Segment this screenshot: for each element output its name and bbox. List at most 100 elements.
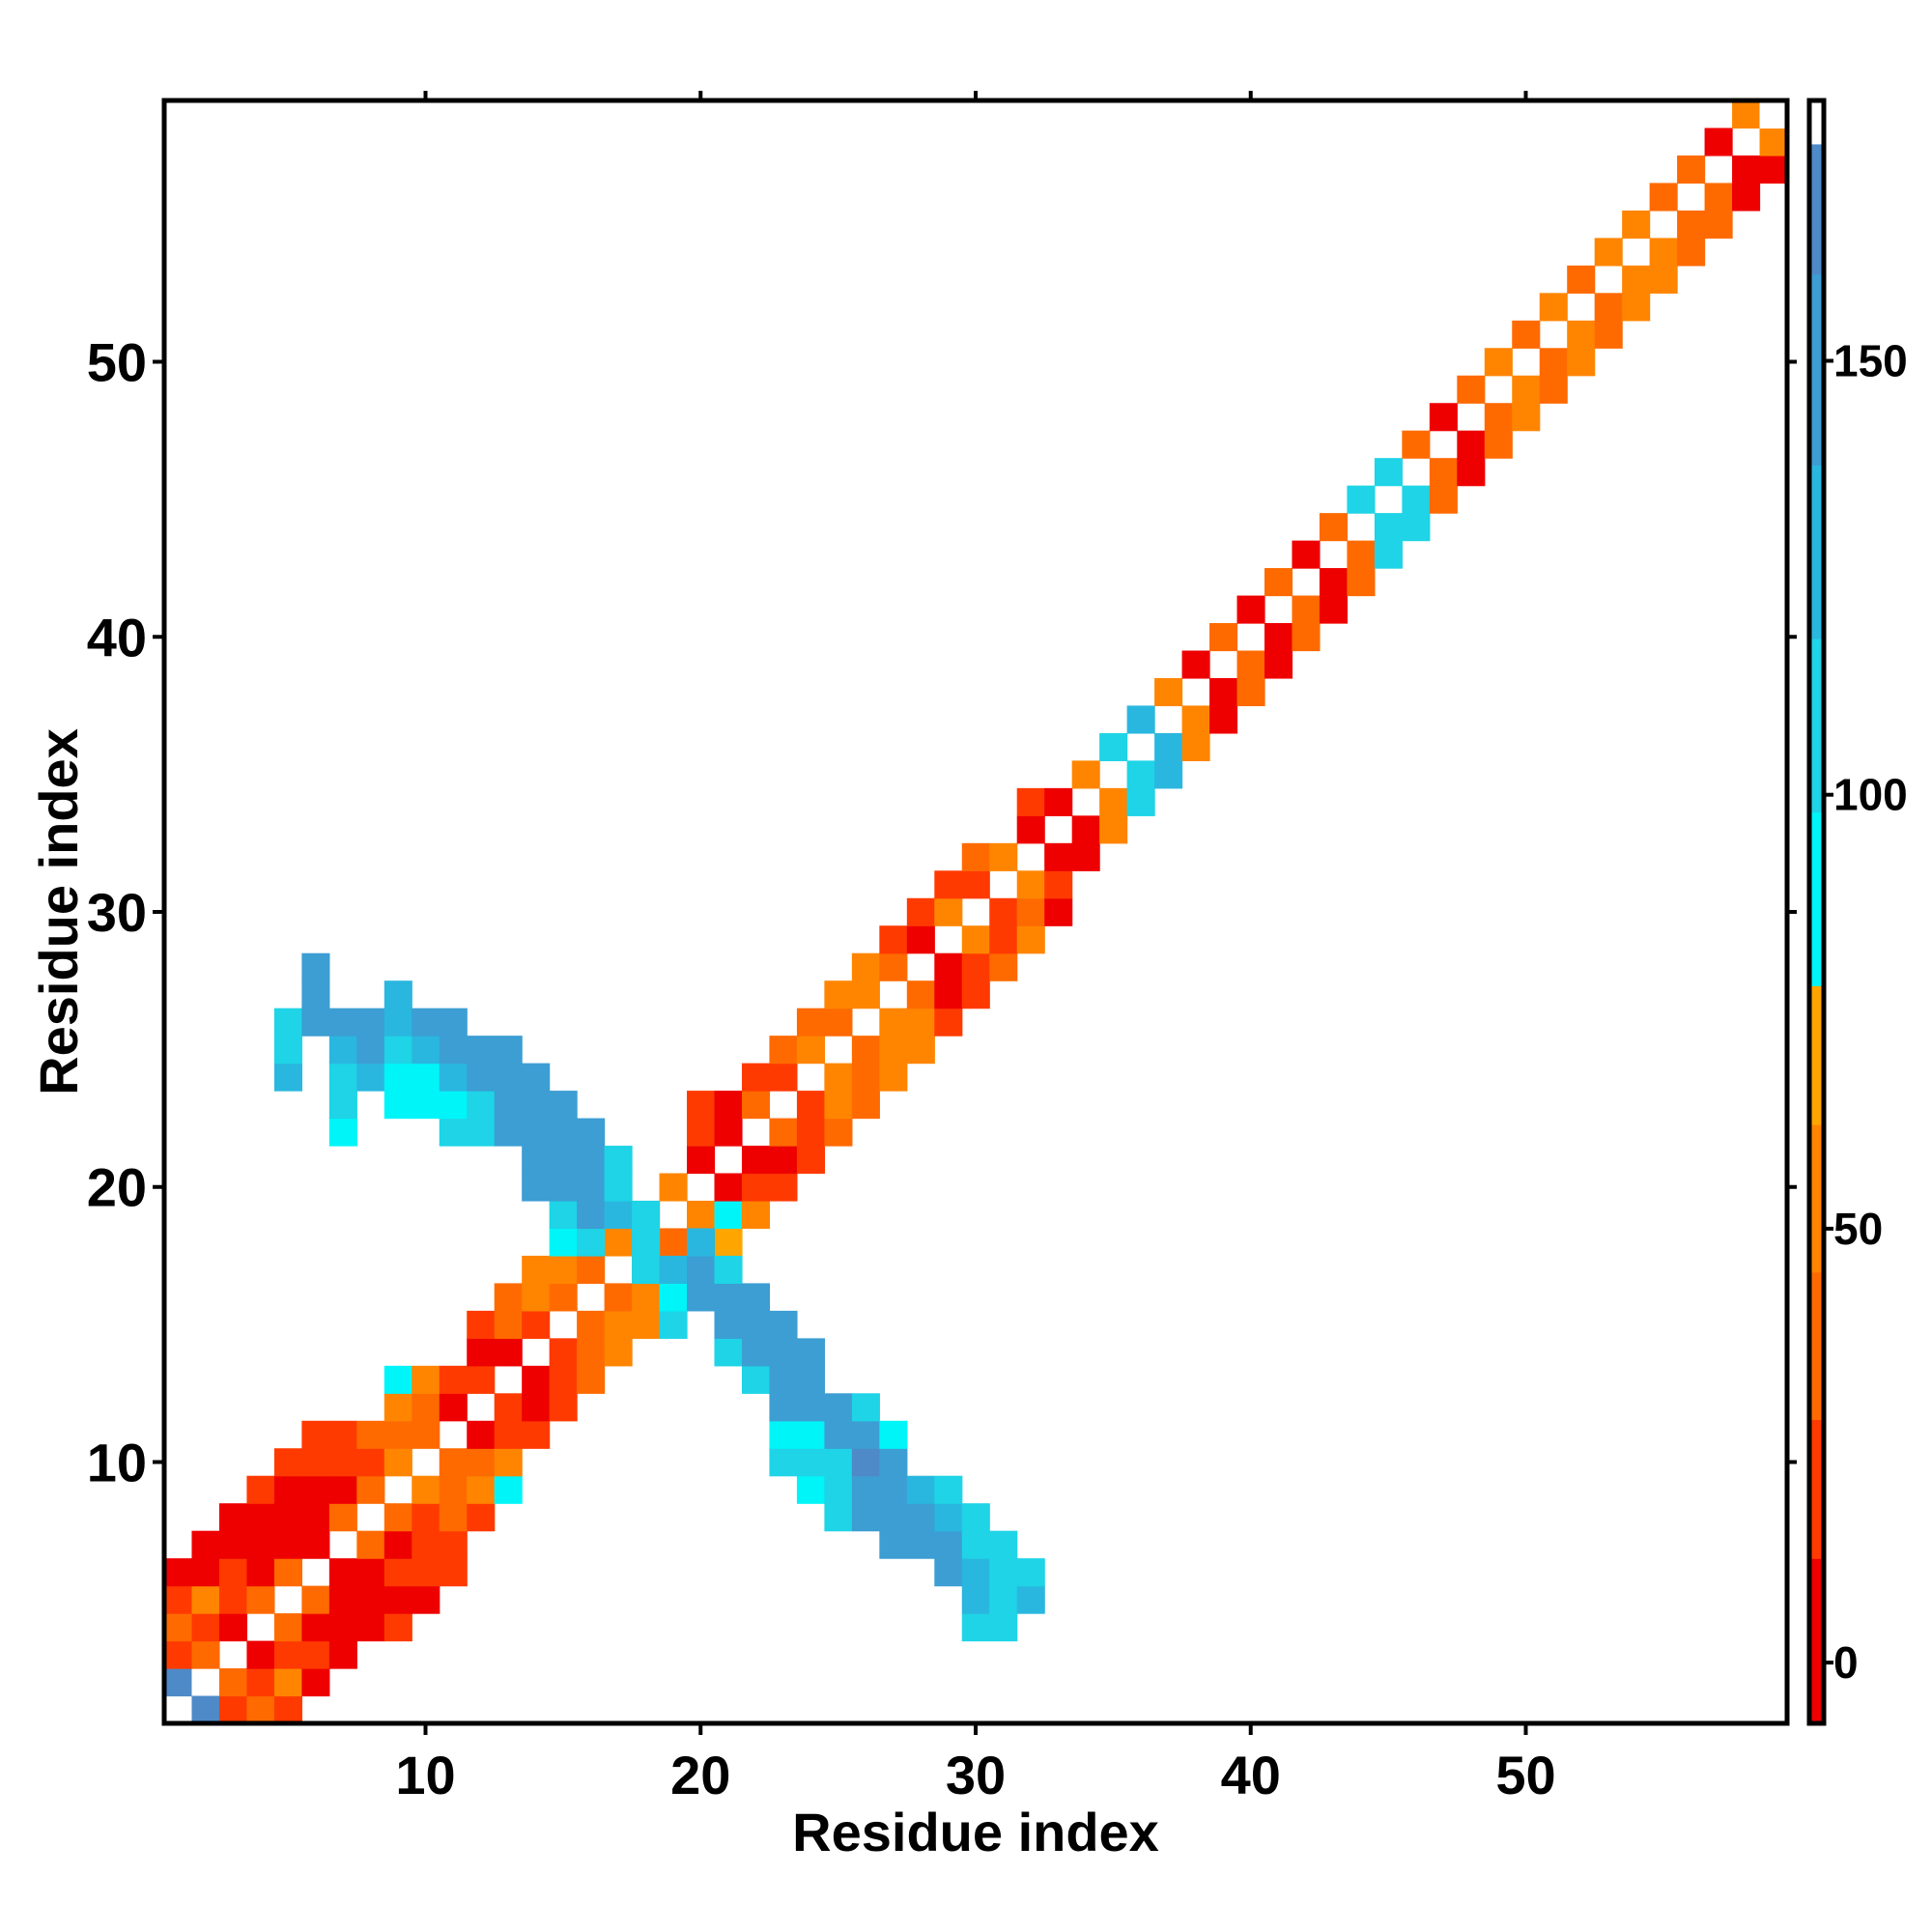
- heatmap-cell: [1154, 677, 1183, 707]
- heatmap-cell: [1594, 320, 1623, 349]
- heatmap-cell: [1374, 458, 1403, 487]
- heatmap-cell: [1759, 100, 1788, 129]
- heatmap-cell: [494, 1310, 523, 1339]
- heatmap-cell: [577, 1173, 606, 1202]
- heatmap-cell: [824, 1503, 853, 1532]
- heatmap-cell: [191, 1695, 220, 1724]
- heatmap-cell: [273, 1530, 302, 1559]
- heatmap-cell: [659, 1228, 688, 1257]
- heatmap-cell: [273, 1640, 302, 1669]
- heatmap-cell: [796, 1091, 825, 1120]
- x-tick-label: 10: [395, 1745, 455, 1805]
- heatmap-cell: [218, 1558, 248, 1587]
- heatmap-cell: [824, 1475, 853, 1504]
- heatmap-cell: [1181, 705, 1210, 734]
- x-axis-title: Residue index: [792, 1802, 1159, 1862]
- heatmap-cell: [328, 1091, 357, 1120]
- heatmap-cell: [191, 1530, 220, 1559]
- heatmap-cell: [1732, 100, 1761, 129]
- heatmap-cell: [1181, 732, 1210, 761]
- heatmap-cell: [1264, 568, 1293, 597]
- heatmap-cell: [218, 1503, 248, 1532]
- heatmap-cell: [1099, 815, 1128, 844]
- plot-frame: [161, 98, 1790, 1726]
- colorbar-tick-label: 150: [1833, 336, 1908, 386]
- heatmap-cell: [851, 1420, 880, 1449]
- heatmap-cell: [879, 952, 908, 981]
- heatmap-cell: [467, 1338, 496, 1367]
- heatmap-cell: [1319, 568, 1349, 597]
- heatmap-cell: [604, 1200, 633, 1230]
- heatmap-cell: [961, 925, 990, 954]
- heatmap-cell: [1181, 650, 1210, 679]
- heatmap-cell: [851, 1091, 880, 1120]
- colorbar-band: [1809, 639, 1824, 813]
- heatmap-cell: [328, 1613, 357, 1642]
- heatmap-cell: [961, 1613, 990, 1642]
- heatmap-cell: [467, 1310, 496, 1339]
- heatmap-cell: [824, 1063, 853, 1092]
- heatmap-cell: [191, 1640, 220, 1669]
- heatmap-cell: [1071, 760, 1100, 789]
- heatmap-cell: [1071, 815, 1100, 844]
- heatmap-cell: [796, 1448, 825, 1477]
- heatmap-cell: [577, 1310, 606, 1339]
- heatmap-cell: [494, 1063, 523, 1092]
- heatmap-cell: [246, 1668, 275, 1697]
- colorbar-band: [1809, 1419, 1824, 1559]
- heatmap-cell: [1154, 732, 1183, 761]
- heatmap-cell: [1044, 897, 1073, 926]
- colorbar-tick-label: 0: [1833, 1637, 1859, 1688]
- heatmap-cell: [218, 1613, 248, 1642]
- heatmap-cell: [1016, 1558, 1045, 1587]
- y-tick-label: 20: [87, 1157, 147, 1218]
- heatmap-cell: [164, 1585, 193, 1614]
- heatmap-cell: [934, 1558, 963, 1587]
- heatmap-cell: [1292, 540, 1321, 569]
- heatmap-cell: [989, 842, 1018, 871]
- heatmap-cell: [1429, 458, 1458, 487]
- heatmap-cell: [989, 925, 1018, 954]
- heatmap-cell: [796, 1393, 825, 1422]
- heatmap-cell: [851, 1448, 880, 1477]
- heatmap-cell: [1209, 677, 1238, 707]
- heatmap-cell: [851, 1503, 880, 1532]
- heatmap-cell: [439, 1393, 468, 1422]
- heatmap-cell: [328, 1063, 357, 1092]
- y-tick-label: 30: [87, 882, 147, 943]
- heatmap-cell: [934, 1475, 963, 1504]
- heatmap-cell: [1292, 595, 1321, 624]
- heatmap-cell: [989, 897, 1018, 926]
- heatmap-cell: [604, 1338, 633, 1367]
- heatmap-cell: [687, 1091, 716, 1120]
- heatmap-cell: [577, 1365, 606, 1394]
- heatmap-cell: [824, 1448, 853, 1477]
- heatmap-cell: [1402, 513, 1431, 542]
- heatmap-cell: [412, 1008, 440, 1037]
- heatmap-cell: [549, 1200, 578, 1230]
- heatmap-cell: [328, 1503, 357, 1532]
- heatmap-cell: [1649, 183, 1678, 212]
- heatmap-cell: [906, 980, 935, 1009]
- heatmap-cell: [356, 1420, 385, 1449]
- heatmap-cell: [1016, 897, 1045, 926]
- heatmap-cell: [879, 1036, 908, 1065]
- heatmap-cell: [494, 1420, 523, 1449]
- heatmap-cell: [328, 1008, 357, 1037]
- heatmap-cell: [879, 1503, 908, 1532]
- heatmap-cell: [824, 1118, 853, 1147]
- heatmap-cell: [769, 1393, 798, 1422]
- heatmap-cell: [522, 1118, 551, 1147]
- heatmap-cell: [549, 1338, 578, 1367]
- heatmap-cell: [961, 952, 990, 981]
- heatmap-cell: [577, 1255, 606, 1285]
- colorbar-band: [1809, 273, 1824, 466]
- heatmap-cell: [769, 1365, 798, 1394]
- heatmap-cell: [632, 1228, 661, 1257]
- heatmap-cell: [989, 1558, 1018, 1587]
- heatmap-cell: [851, 1036, 880, 1065]
- heatmap-cell: [191, 1613, 220, 1642]
- heatmap-cell: [549, 1146, 578, 1175]
- heatmap-cell: [1484, 348, 1513, 377]
- heatmap-cell: [218, 1668, 248, 1697]
